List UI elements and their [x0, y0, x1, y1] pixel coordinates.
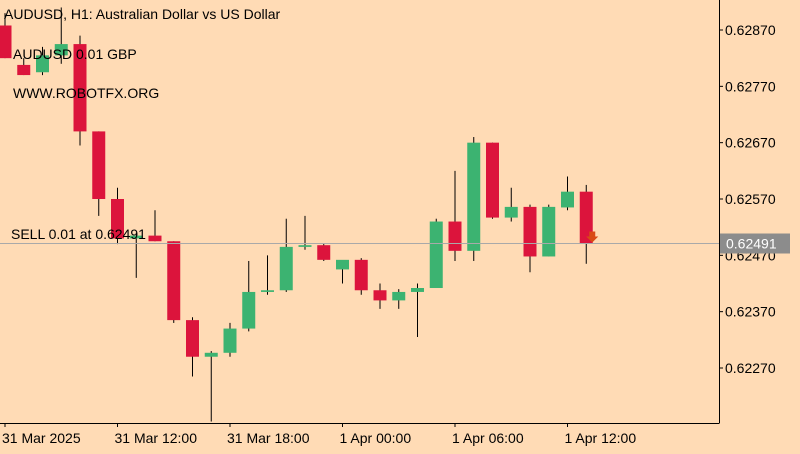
- candle: [504, 187, 518, 222]
- candle: [242, 260, 256, 332]
- candle: [448, 170, 462, 261]
- candle-body-bear: [92, 131, 106, 199]
- time-tick-label: 31 Mar 18:00: [227, 430, 310, 446]
- candle-body-bear: [148, 235, 162, 242]
- candle: [579, 184, 593, 264]
- time-axis-ticks: 31 Mar 2025 31 Mar 12:00 31 Mar 18:00 1 Apr…: [2, 423, 636, 446]
- candle: [336, 259, 349, 284]
- candle: [223, 322, 237, 357]
- candle-body-bull: [242, 291, 256, 329]
- candle: [129, 232, 143, 278]
- candle: [542, 204, 556, 257]
- chart-title: AUDUSD, H1: Australian Dollar vs US Doll…: [4, 6, 281, 22]
- candle-body-bear: [111, 199, 124, 239]
- candle-body-bull: [223, 328, 237, 353]
- candle: [186, 317, 199, 377]
- candle-body-bear: [579, 191, 593, 244]
- candle-body-bear: [73, 44, 87, 132]
- candle-body-bull: [392, 291, 406, 301]
- candle-body-bear: [186, 320, 199, 357]
- candle-body-bull: [129, 235, 143, 239]
- order-label: SELL 0.01 at 0.62491: [11, 226, 146, 242]
- candle: [373, 283, 387, 309]
- candle: [148, 210, 162, 242]
- candle: [467, 137, 481, 261]
- candle-body-bull: [204, 352, 218, 357]
- candle-body-bull: [467, 142, 481, 251]
- candle: [523, 204, 537, 273]
- candle-body-bull: [54, 44, 68, 56]
- price-tick-label: 0.62570: [725, 191, 776, 207]
- candle: [429, 218, 443, 289]
- candle-body-bull: [504, 206, 518, 218]
- price-tag-background: [720, 233, 790, 254]
- candle: [204, 351, 218, 422]
- candle-body-bear: [373, 290, 387, 301]
- candle-body-bear: [486, 142, 499, 218]
- candle-body-bear: [17, 64, 31, 76]
- price-tick-label: 0.62670: [725, 135, 776, 151]
- candle: [92, 131, 106, 216]
- time-tick-label: 1 Apr 00:00: [340, 430, 412, 446]
- candle: [36, 46, 49, 76]
- candle-body-bull: [279, 246, 293, 291]
- candle-body-bull: [298, 245, 312, 247]
- time-tick-label: 1 Apr 06:00: [452, 430, 524, 446]
- candle-body-bull: [561, 191, 574, 208]
- candle-body-bull: [336, 259, 349, 270]
- candle-body-bear: [523, 206, 537, 257]
- price-axis-ticks: 0.628700.627700.626700.625700.624700.623…: [719, 22, 776, 376]
- candle-body-bear: [317, 245, 331, 260]
- price-tick-label: 0.62770: [725, 78, 776, 94]
- candle: [298, 215, 312, 250]
- sell-arrow-layer: [586, 231, 599, 243]
- candle-body-bull: [429, 221, 443, 289]
- candle: [354, 258, 368, 295]
- candle: [392, 289, 406, 309]
- candle: [167, 241, 181, 323]
- time-tick-label: 31 Mar 2025: [2, 430, 81, 446]
- candle-body-bear: [0, 25, 12, 59]
- candle: [486, 142, 499, 219]
- candles-layer: [0, 7, 593, 422]
- candle-body-bear: [354, 259, 368, 291]
- candle: [17, 58, 31, 76]
- candle-body-bull: [542, 206, 556, 257]
- price-tick-label: 0.62270: [725, 360, 776, 376]
- price-tag: 0.62491: [720, 233, 790, 254]
- candle: [411, 283, 424, 338]
- candle-body-bull: [261, 290, 274, 292]
- sell-arrow-icon: [586, 231, 599, 243]
- position-label: AUDUSD 0.01 GBP: [13, 46, 137, 62]
- website-label: WWW.ROBOTFX.ORG: [13, 85, 159, 101]
- candle-body-bear: [448, 221, 462, 251]
- candle-body-bull: [411, 288, 424, 292]
- time-tick-label: 1 Apr 12:00: [565, 430, 637, 446]
- price-tick-label: 0.62370: [725, 304, 776, 320]
- candle-body-bull: [36, 55, 49, 73]
- candle: [317, 244, 331, 261]
- candle: [73, 35, 87, 146]
- price-tag-label: 0.62491: [726, 236, 777, 252]
- candle: [561, 176, 574, 211]
- candle: [111, 187, 124, 245]
- time-tick-label: 31 Mar 12:00: [115, 430, 198, 446]
- candle: [0, 13, 12, 59]
- candle-body-bear: [167, 241, 181, 321]
- price-tick-label: 0.62870: [725, 22, 776, 38]
- candle: [261, 255, 274, 295]
- candle: [279, 218, 293, 292]
- candle: [54, 7, 68, 64]
